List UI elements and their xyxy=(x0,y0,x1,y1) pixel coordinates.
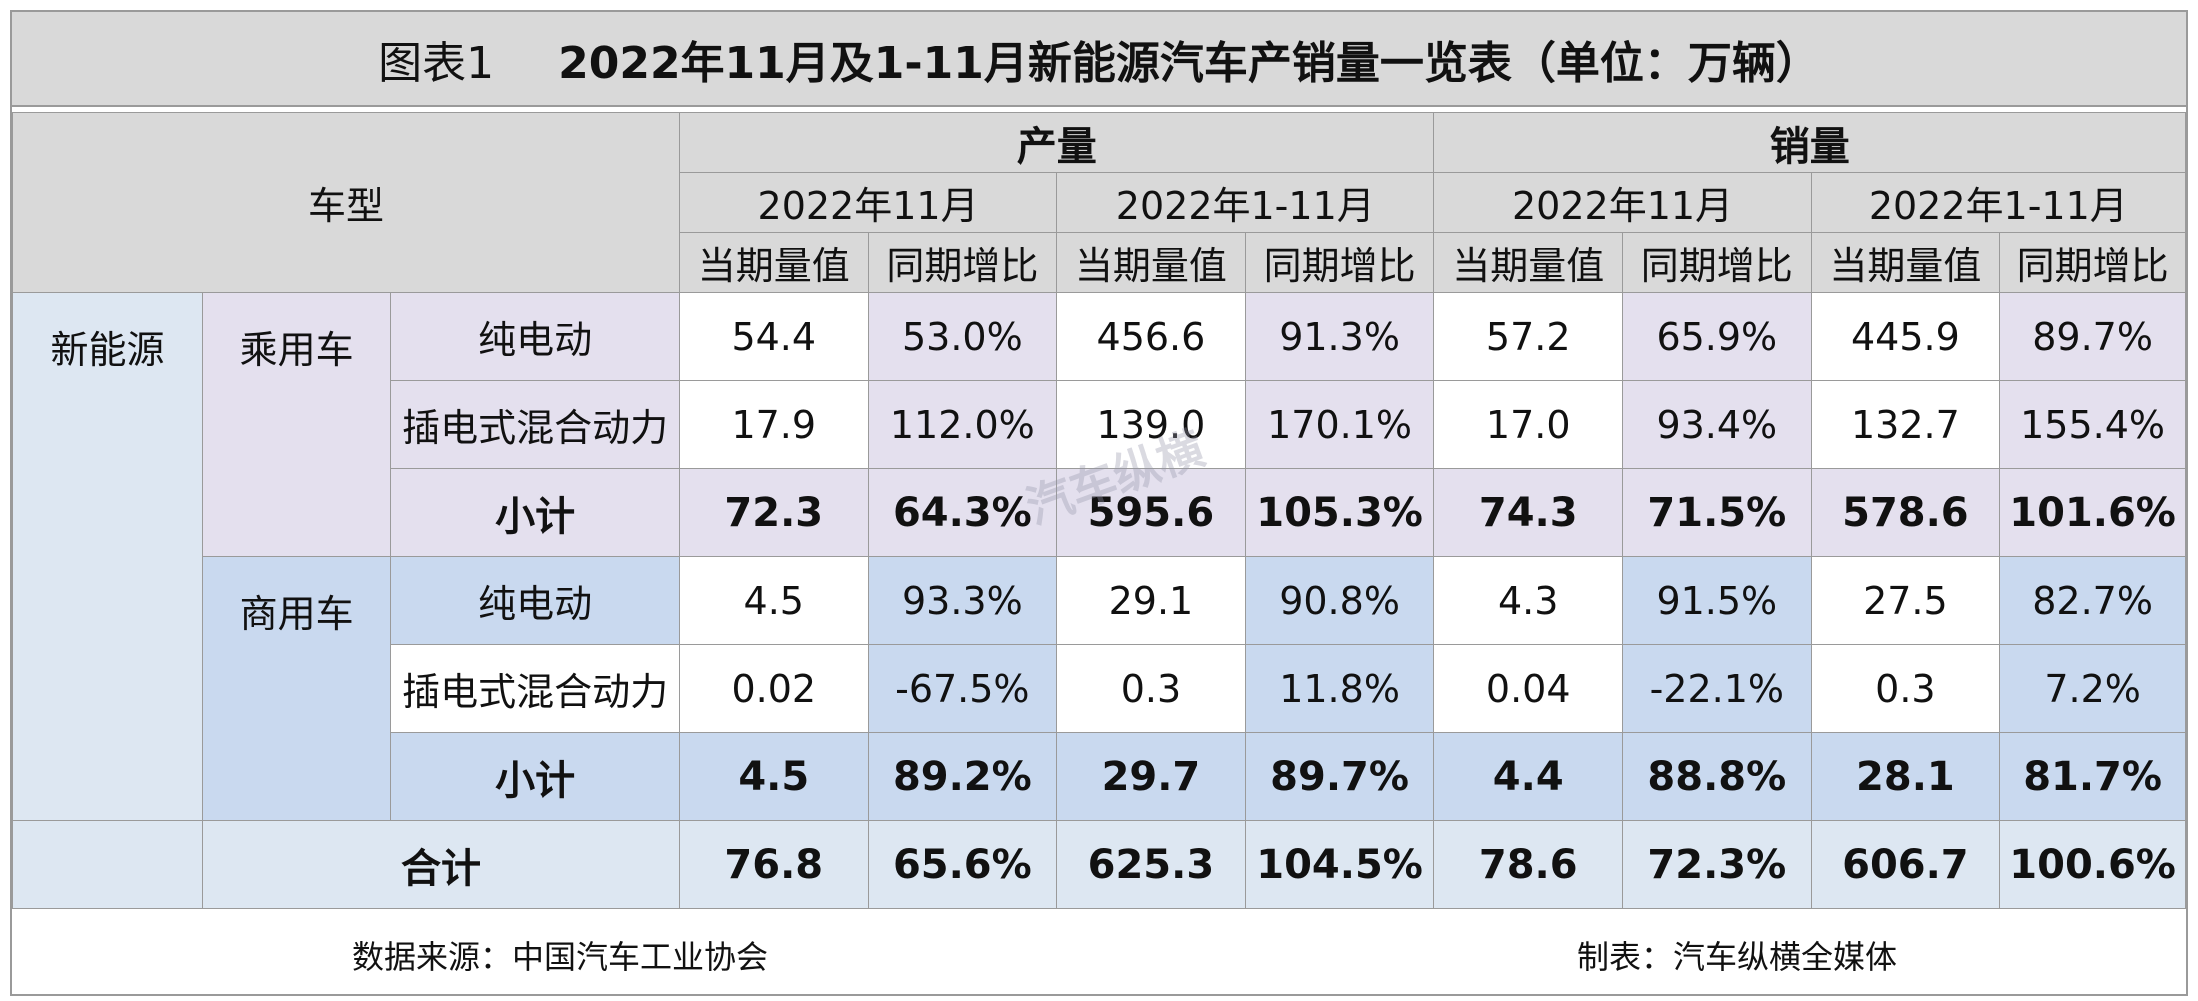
metric-header: 当期量值 xyxy=(1056,232,1246,293)
value-cell: 65.6% xyxy=(867,820,1058,909)
value-cell: 54.4 xyxy=(678,292,869,381)
value-cell: 72.3 xyxy=(678,468,869,557)
value-cell: 100.6% xyxy=(1999,820,2186,909)
table-row: 商用车 纯电动 4.5 93.3% 29.1 90.8% 4.3 91.5% 2… xyxy=(13,556,2186,821)
value-cell: 27.5 xyxy=(1810,556,2001,645)
row-label: 插电式混合动力 xyxy=(390,644,680,733)
table-row: 新能源 乘用车 纯电动 54.4 53.0% 456.6 91.3% 57.2 … xyxy=(11,292,2186,821)
value-cell: 112.0% xyxy=(867,380,1058,469)
value-cell: 71.5% xyxy=(1622,468,1812,557)
subtotal-row: 小计 4.5 89.2% 29.7 89.7% 4.4 88.8% 28.1 8… xyxy=(13,732,2186,821)
value-cell: 578.6 xyxy=(1810,468,2001,557)
metric-header: 当期量值 xyxy=(1810,232,2001,293)
row-label: 纯电动 xyxy=(390,292,680,381)
value-cell: 53.0% xyxy=(867,292,1058,381)
value-cell: 28.1 xyxy=(1810,732,2001,821)
value-cell: 57.2 xyxy=(1433,292,1624,381)
value-cell: -67.5% xyxy=(867,644,1058,733)
period-header: 2022年11月 xyxy=(678,172,1058,233)
value-cell: 72.3% xyxy=(1622,820,1812,909)
value-cell: 4.3 xyxy=(1433,556,1624,645)
report-frame: 图表1 2022年11月及1-11月新能源汽车产销量一览表（单位：万辆） 车型 … xyxy=(10,10,2188,996)
value-cell: 101.6% xyxy=(1999,468,2186,557)
subtotal-label: 小计 xyxy=(390,732,680,821)
total-spacer xyxy=(11,820,204,909)
production-sales-table: 车型 产量 销量 2022年11月 2022年1-11月 2022年11月 20… xyxy=(11,112,2187,909)
table-maker: 制表：汽车纵横全媒体 xyxy=(1577,938,1898,976)
total-row: 合计 76.8 65.6% 625.3 104.5% 78.6 72.3% 60… xyxy=(11,820,2186,909)
value-cell: 82.7% xyxy=(1999,556,2186,645)
value-cell: 81.7% xyxy=(1999,732,2186,821)
value-cell: 105.3% xyxy=(1244,468,1435,557)
row-label: 插电式混合动力 xyxy=(390,380,680,469)
value-cell: 91.5% xyxy=(1622,556,1812,645)
value-cell: 0.3 xyxy=(1810,644,2001,733)
value-cell: 0.04 xyxy=(1433,644,1624,733)
table-row: 插电式混合动力 17.9 112.0% 139.0 170.1% 17.0 93… xyxy=(13,380,2186,469)
value-cell: 93.4% xyxy=(1622,380,1812,469)
data-source: 数据来源：中国汽车工业协会 xyxy=(352,938,769,976)
subtotal-row: 小计 72.3 64.3% 595.6 105.3% 74.3 71.5% 57… xyxy=(13,468,2186,557)
value-cell: -22.1% xyxy=(1622,644,1812,733)
sales-header: 销量 xyxy=(1433,112,2186,173)
total-label: 合计 xyxy=(202,820,680,909)
value-cell: 88.8% xyxy=(1622,732,1812,821)
metric-header: 当期量值 xyxy=(1433,232,1624,293)
value-cell: 132.7 xyxy=(1810,380,2001,469)
value-cell: 4.5 xyxy=(678,556,869,645)
figure-number: 图表1 xyxy=(378,37,495,89)
value-cell: 0.02 xyxy=(678,644,869,733)
metric-header: 同期增比 xyxy=(867,232,1058,293)
production-header: 产量 xyxy=(678,112,1435,173)
period-header: 2022年1-11月 xyxy=(1056,172,1435,233)
value-cell: 11.8% xyxy=(1244,644,1435,733)
value-cell: 17.9 xyxy=(678,380,869,469)
value-cell: 4.4 xyxy=(1433,732,1624,821)
value-cell: 625.3 xyxy=(1056,820,1246,909)
vehicle-type-header: 车型 xyxy=(12,112,680,293)
value-cell: 78.6 xyxy=(1433,820,1624,909)
section-label: 商用车 xyxy=(202,556,392,821)
value-cell: 155.4% xyxy=(1999,380,2186,469)
value-cell: 7.2% xyxy=(1999,644,2186,733)
metric-header: 当期量值 xyxy=(678,232,869,293)
table-title: 2022年11月及1-11月新能源汽车产销量一览表（单位：万辆） xyxy=(558,37,1820,89)
subtotal-label: 小计 xyxy=(390,468,680,557)
value-cell: 93.3% xyxy=(867,556,1058,645)
category-label: 新能源 xyxy=(11,292,204,821)
value-cell: 76.8 xyxy=(678,820,869,909)
value-cell: 64.3% xyxy=(867,468,1058,557)
value-cell: 4.5 xyxy=(678,732,869,821)
value-cell: 89.7% xyxy=(1999,292,2186,381)
value-cell: 595.6 xyxy=(1056,468,1246,557)
table-row: 插电式混合动力 0.02 -67.5% 0.3 11.8% 0.04 -22.1… xyxy=(13,644,2186,733)
value-cell: 104.5% xyxy=(1244,820,1435,909)
row-label: 纯电动 xyxy=(390,556,680,645)
metric-header: 同期增比 xyxy=(1999,232,2186,293)
period-header: 2022年11月 xyxy=(1433,172,1812,233)
section-label: 乘用车 xyxy=(202,292,392,557)
value-cell: 0.3 xyxy=(1056,644,1246,733)
value-cell: 606.7 xyxy=(1810,820,2001,909)
value-cell: 89.7% xyxy=(1244,732,1435,821)
period-header: 2022年1-11月 xyxy=(1810,172,2187,233)
value-cell: 170.1% xyxy=(1244,380,1435,469)
value-cell: 65.9% xyxy=(1622,292,1812,381)
metric-header: 同期增比 xyxy=(1622,232,1812,293)
value-cell: 74.3 xyxy=(1433,468,1624,557)
value-cell: 445.9 xyxy=(1810,292,2001,381)
value-cell: 29.7 xyxy=(1056,732,1246,821)
value-cell: 91.3% xyxy=(1244,292,1435,381)
value-cell: 90.8% xyxy=(1244,556,1435,645)
metric-header: 同期增比 xyxy=(1244,232,1435,293)
value-cell: 456.6 xyxy=(1056,292,1246,381)
value-cell: 29.1 xyxy=(1056,556,1246,645)
value-cell: 17.0 xyxy=(1433,380,1624,469)
value-cell: 139.0 xyxy=(1056,380,1246,469)
title-bar: 图表1 2022年11月及1-11月新能源汽车产销量一览表（单位：万辆） xyxy=(12,12,2186,107)
value-cell: 89.2% xyxy=(867,732,1058,821)
